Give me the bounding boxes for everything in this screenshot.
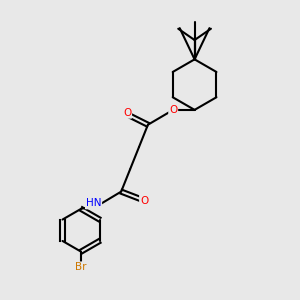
- Text: O: O: [169, 105, 177, 115]
- Text: O: O: [140, 196, 148, 206]
- Text: HN: HN: [86, 199, 101, 208]
- Text: O: O: [123, 108, 131, 118]
- Text: Br: Br: [75, 262, 87, 272]
